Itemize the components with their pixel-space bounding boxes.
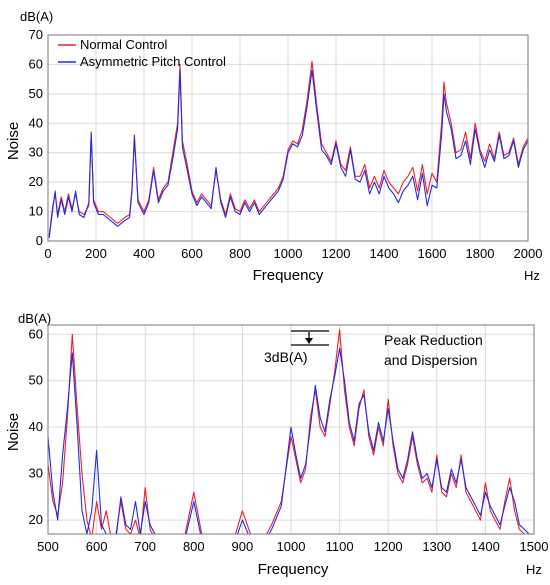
y-tick-label: 10 — [29, 204, 43, 219]
top-legend: Normal Control Asymmetric Pitch Control — [58, 37, 226, 69]
bottom-chart: dB(A) Noise Frequency Hz 500 600 700 800 900… — [5, 311, 548, 578]
annotation-delta-label: 3dB(A) — [264, 349, 308, 365]
bottom-series-lines — [48, 329, 530, 534]
y-tick-label: 30 — [29, 145, 43, 160]
x-tick-label: 400 — [133, 246, 155, 261]
y-tick-label: 20 — [29, 174, 43, 189]
bottom-y-axis-label: Noise — [5, 413, 22, 451]
x-tick-label: 1500 — [520, 539, 549, 554]
x-tick-label: 200 — [85, 246, 107, 261]
bottom-x-unit-label: Hz — [526, 562, 542, 577]
x-tick-label: 1100 — [326, 539, 354, 554]
x-tick-label: 600 — [86, 539, 108, 554]
y-tick-label: 60 — [29, 56, 43, 71]
annotation-arrow-head — [305, 338, 313, 344]
y-tick-label: 50 — [29, 373, 43, 388]
top-plot-frame — [47, 34, 529, 242]
bottom-x-axis-label: Frequency — [258, 561, 329, 578]
series-line-asymmetric-pitch-control — [48, 347, 530, 534]
x-tick-label: 1200 — [322, 246, 351, 261]
bottom-unit-label: dB(A) — [18, 311, 51, 326]
annotation-note-line1: Peak Reduction — [384, 332, 483, 348]
top-series-lines — [48, 60, 528, 239]
series-line-normal-control — [48, 60, 528, 236]
x-tick-label: 1400 — [370, 246, 399, 261]
x-tick-label: 700 — [134, 539, 156, 554]
top-tick-labels: 0 200 400 600 800 1000 1200 1400 1600 1800 2000 0 10… — [29, 27, 543, 261]
x-tick-label: 1000 — [277, 539, 306, 554]
x-tick-label: 2000 — [514, 246, 543, 261]
x-tick-label: 1600 — [418, 246, 447, 261]
peak-reduction-annotation: 3dB(A) Peak Reduction and Dispersion — [264, 330, 483, 368]
top-chart: dB(A) Noise Frequency Hz 0 200 400 600 800 10… — [5, 9, 542, 284]
top-x-unit-label: Hz — [524, 268, 540, 283]
legend-label-asymmetric: Asymmetric Pitch Control — [80, 54, 226, 69]
x-tick-label: 1400 — [471, 539, 500, 554]
y-tick-label: 30 — [29, 466, 43, 481]
bottom-plot-frame — [47, 324, 535, 535]
y-tick-label: 20 — [29, 512, 43, 527]
y-tick-label: 50 — [29, 86, 43, 101]
x-tick-label: 800 — [229, 246, 251, 261]
bottom-tick-labels: 500 600 700 800 900 1000 1100 1200 1300 1400 1500 2… — [29, 326, 549, 554]
y-tick-label: 40 — [29, 115, 43, 130]
y-tick-label: 0 — [36, 233, 43, 248]
x-tick-label: 600 — [181, 246, 203, 261]
legend-label-normal: Normal Control — [80, 37, 168, 52]
x-tick-label: 900 — [232, 539, 254, 554]
x-tick-label: 1300 — [422, 539, 451, 554]
series-line-asymmetric-pitch-control — [48, 69, 528, 239]
annotation-note-line2: and Dispersion — [384, 352, 477, 368]
top-unit-label: dB(A) — [20, 9, 53, 24]
x-tick-label: 1800 — [466, 246, 495, 261]
y-tick-label: 40 — [29, 419, 43, 434]
y-tick-label: 70 — [29, 27, 43, 42]
top-y-axis-label: Noise — [5, 122, 22, 160]
top-x-axis-label: Frequency — [253, 267, 324, 284]
x-tick-label: 800 — [183, 539, 205, 554]
x-tick-label: 0 — [44, 246, 51, 261]
x-tick-label: 1000 — [274, 246, 303, 261]
x-tick-label: 500 — [37, 539, 59, 554]
x-tick-label: 1200 — [374, 539, 403, 554]
y-tick-label: 60 — [29, 326, 43, 341]
